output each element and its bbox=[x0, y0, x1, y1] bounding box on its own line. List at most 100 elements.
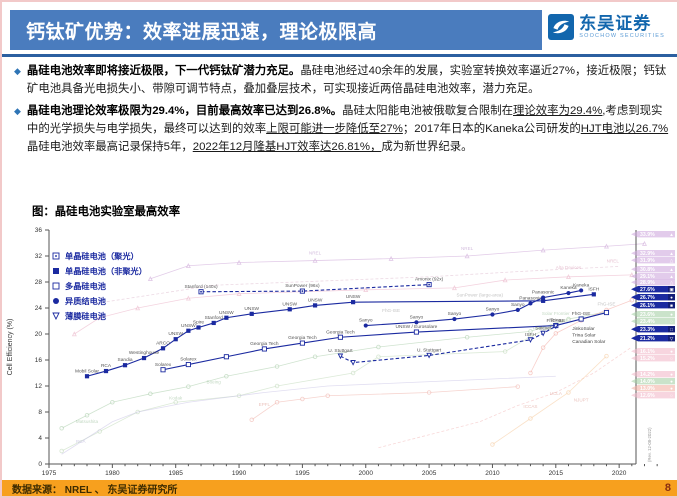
svg-text:薄膜硅电池: 薄膜硅电池 bbox=[65, 311, 107, 321]
svg-text:2010: 2010 bbox=[485, 470, 500, 477]
bullet-1-text: 晶硅电池效率即将接近极限，下一代钙钛矿潜力充足。晶硅电池经过40余年的发展，实验… bbox=[26, 65, 667, 96]
svg-text:●: ● bbox=[670, 295, 673, 300]
header-divider bbox=[2, 54, 677, 57]
svg-text:Sanyo: Sanyo bbox=[448, 311, 462, 317]
svg-text:UNSW: UNSW bbox=[168, 331, 183, 337]
svg-text:Sanyo: Sanyo bbox=[410, 314, 424, 320]
svg-text:24: 24 bbox=[35, 305, 43, 312]
svg-text:○: ○ bbox=[670, 393, 673, 398]
svg-text:Westinghouse: Westinghouse bbox=[129, 350, 160, 356]
svg-text:UNSW / Eurosolare: UNSW / Eurosolare bbox=[396, 324, 438, 330]
svg-text:Solexel: Solexel bbox=[535, 325, 551, 331]
svg-text:2020: 2020 bbox=[612, 470, 627, 477]
bullet-1: ◆ 晶硅电池效率即将接近极限，下一代钙钛矿潜力充足。晶硅电池经过40余年的发展，… bbox=[14, 62, 670, 99]
svg-text:ISFH: ISFH bbox=[525, 332, 536, 338]
svg-text:Mobil Solar: Mobil Solar bbox=[75, 368, 99, 374]
svg-text:EPFL: EPFL bbox=[259, 402, 271, 407]
svg-text:FhG-ISE: FhG-ISE bbox=[546, 318, 565, 324]
svg-text:23.4%: 23.4% bbox=[640, 319, 655, 325]
svg-text:▲: ▲ bbox=[669, 267, 674, 272]
svg-text:28: 28 bbox=[35, 279, 43, 286]
footer-bar: 数据来源： NREL 、 东吴证券研究所 8 bbox=[2, 480, 677, 496]
svg-text:Kaneka: Kaneka bbox=[573, 282, 590, 288]
svg-text:(Rev. 12-08-2022): (Rev. 12-08-2022) bbox=[647, 427, 652, 462]
svg-text:Sanyo: Sanyo bbox=[359, 318, 373, 324]
svg-text:31.9%: 31.9% bbox=[640, 258, 655, 264]
title-bar: 钙钛矿优势：效率进展迅速，理论极限高 bbox=[10, 10, 542, 50]
svg-text:FhG-ISE: FhG-ISE bbox=[572, 311, 591, 317]
svg-text:Stanford: Stanford bbox=[205, 315, 223, 321]
svg-text:2005: 2005 bbox=[422, 470, 437, 477]
svg-text:U. Stuttgart: U. Stuttgart bbox=[417, 347, 442, 353]
svg-text:12.6%: 12.6% bbox=[640, 393, 655, 399]
svg-text:△: △ bbox=[670, 258, 674, 263]
svg-text:NJUPT: NJUPT bbox=[574, 398, 589, 403]
chart-caption: 图：晶硅电池实验室最高效率 bbox=[32, 206, 181, 218]
svg-text:Solarex: Solarex bbox=[180, 357, 197, 363]
svg-text:14.0%: 14.0% bbox=[640, 379, 655, 385]
data-source: 数据来源： NREL 、 东吴证券研究所 bbox=[12, 484, 178, 496]
svg-text:SunPower (96x): SunPower (96x) bbox=[285, 283, 320, 289]
svg-text:单晶硅电池（非聚光）: 单晶硅电池（非聚光） bbox=[65, 266, 147, 276]
svg-text:▲: ▲ bbox=[669, 251, 674, 256]
svg-text:NREL: NREL bbox=[461, 246, 474, 251]
brand-name-cn: 东吴证券 bbox=[579, 13, 652, 33]
svg-text:UNSW: UNSW bbox=[181, 323, 196, 329]
svg-text:Matsushita: Matsushita bbox=[76, 419, 99, 424]
svg-text:Kodak: Kodak bbox=[169, 396, 183, 401]
svg-text:UNSW: UNSW bbox=[244, 306, 259, 312]
chart-main-series: Stanford (140x) SunPower (96x) Amonix (92x… bbox=[75, 277, 610, 379]
svg-text:2015: 2015 bbox=[549, 470, 564, 477]
svg-text:12: 12 bbox=[35, 383, 43, 390]
bullet-2-text: 晶硅电池理论效率极限为29.4%，目前最高效率已达到26.8%。晶硅太阳能电池被… bbox=[26, 104, 669, 154]
svg-text:Trina: Trina bbox=[550, 318, 561, 324]
svg-text:1975: 1975 bbox=[42, 470, 57, 477]
chart-record-flags: 33.9% ▲ 32.9% ▲ 31.9% △ 30.8% ▲ 29.1% ▲ 28.9% △ 27.6… bbox=[631, 231, 675, 399]
svg-text:▲: ▲ bbox=[669, 274, 674, 279]
svg-text:30.8%: 30.8% bbox=[640, 267, 655, 273]
svg-text:UCLA: UCLA bbox=[550, 391, 563, 396]
svg-text:1985: 1985 bbox=[168, 470, 183, 477]
svg-text:●: ● bbox=[670, 379, 673, 384]
svg-text:UNSW: UNSW bbox=[219, 310, 234, 316]
svg-text:13.0%: 13.0% bbox=[640, 386, 655, 392]
brand-text: 东吴证券 SOOCHOW SECURITIES bbox=[579, 15, 665, 40]
svg-text:ICCAS: ICCAS bbox=[523, 404, 537, 409]
svg-text:Cell Efficiency (%): Cell Efficiency (%) bbox=[7, 319, 14, 376]
svg-text:NREL: NREL bbox=[309, 251, 322, 256]
svg-text:多晶硅电池: 多晶硅电池 bbox=[65, 281, 107, 291]
svg-text:16: 16 bbox=[35, 357, 43, 364]
svg-text:First Solar: First Solar bbox=[533, 325, 554, 330]
svg-text:Trina Solar: Trina Solar bbox=[572, 333, 596, 339]
svg-text:Kaneka: Kaneka bbox=[560, 285, 577, 291]
svg-text:26.7%: 26.7% bbox=[640, 295, 655, 301]
svg-text:Sandia: Sandia bbox=[118, 357, 133, 363]
svg-text:32: 32 bbox=[35, 253, 43, 260]
svg-text:Sanyo: Sanyo bbox=[486, 307, 500, 313]
svg-text:UNSW: UNSW bbox=[346, 294, 361, 300]
svg-text:异质结电池: 异质结电池 bbox=[65, 296, 107, 306]
svg-text:▲: ▲ bbox=[669, 232, 674, 237]
page-title: 钙钛矿优势：效率进展迅速，理论极限高 bbox=[26, 21, 378, 43]
svg-text:Georgia Tech: Georgia Tech bbox=[288, 335, 317, 341]
svg-text:Spire: Spire bbox=[193, 320, 205, 326]
svg-text:16.1%: 16.1% bbox=[640, 349, 655, 355]
svg-text:2000: 2000 bbox=[359, 470, 374, 477]
svg-text:14.2%: 14.2% bbox=[640, 372, 655, 378]
svg-text:Solar Frontier: Solar Frontier bbox=[542, 311, 570, 316]
svg-text:●: ● bbox=[670, 372, 673, 377]
svg-text:21.2%: 21.2% bbox=[640, 336, 655, 342]
svg-text:U. Stuttgart: U. Stuttgart bbox=[328, 348, 353, 354]
svg-text:4: 4 bbox=[38, 435, 42, 442]
svg-text:Solarex: Solarex bbox=[155, 362, 172, 368]
svg-text:FhG-ISE: FhG-ISE bbox=[382, 308, 400, 313]
page-number: 8 bbox=[664, 482, 671, 494]
svg-text:UNSW: UNSW bbox=[308, 297, 323, 303]
svg-text:▽: ▽ bbox=[670, 336, 674, 341]
svg-text:Stanford (140x): Stanford (140x) bbox=[185, 284, 218, 290]
svg-text:32.9%: 32.9% bbox=[640, 251, 655, 257]
bullet-2: ◆ 晶硅电池理论效率极限为29.4%，目前最高效率已达到26.8%。晶硅太阳能电… bbox=[14, 102, 670, 157]
svg-text:Panasonic: Panasonic bbox=[532, 290, 555, 296]
